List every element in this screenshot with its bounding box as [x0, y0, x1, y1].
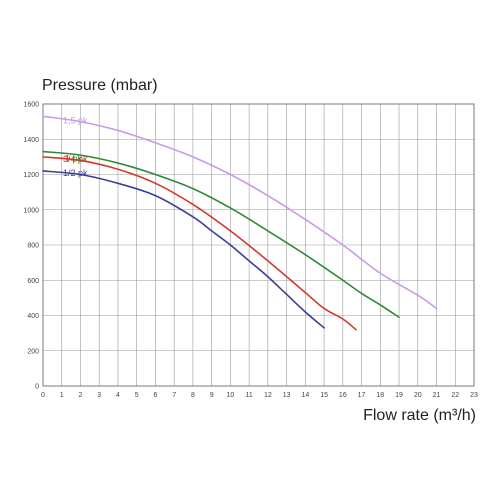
x-tick-label: 22 — [451, 392, 459, 399]
series-line-1 — [42, 150, 400, 319]
y-tick-label: 1200 — [23, 172, 39, 179]
series-label: 1,5 pk — [63, 115, 88, 125]
y-tick-label: 1000 — [23, 207, 39, 214]
y-tick-label: 400 — [27, 313, 39, 320]
series-line-2 — [42, 156, 357, 331]
x-tick-label: 23 — [470, 392, 478, 399]
y-tick-label: 1400 — [23, 137, 39, 144]
x-tick-label: 1 — [60, 392, 64, 399]
y-tick-label: 200 — [27, 348, 39, 355]
plot-frame — [42, 103, 475, 387]
x-tick-label: 10 — [226, 392, 234, 399]
series-label: 1 pk — [65, 154, 83, 164]
grid — [42, 103, 475, 387]
y-tick-label: 0 — [35, 384, 39, 391]
y-tick-label: 600 — [27, 278, 39, 285]
x-axis-title: Flow rate (m³/h) — [363, 407, 476, 424]
x-tick-label: 21 — [433, 392, 441, 399]
series-line-3 — [42, 170, 325, 329]
x-tick-label: 20 — [414, 392, 422, 399]
x-tick-label: 15 — [320, 392, 328, 399]
x-tick-label: 7 — [172, 392, 176, 399]
x-tick-label: 9 — [210, 392, 214, 399]
x-tick-label: 0 — [41, 392, 45, 399]
x-tick-label: 13 — [283, 392, 291, 399]
x-tick-label: 19 — [395, 392, 403, 399]
series-line-0 — [42, 115, 438, 310]
x-tick-label: 12 — [264, 392, 272, 399]
tick-labels: 0 1 2 3 4 5 6 7 8 9 10 11 12 13 14 15 16 17 18 19 20 21 22 2302… — [23, 102, 478, 400]
series-lines — [42, 115, 438, 331]
series-labels: 1,5 pk 1 pk3/4 pk 1/2 pk — [63, 115, 88, 178]
x-tick-label: 6 — [153, 392, 157, 399]
series-label: 3/4 pk — [63, 154, 88, 164]
x-tick-label: 14 — [301, 392, 309, 399]
y-tick-label: 800 — [27, 243, 39, 250]
x-tick-label: 16 — [339, 392, 347, 399]
y-tick-label: 1600 — [23, 102, 39, 109]
x-tick-label: 18 — [376, 392, 384, 399]
x-tick-label: 3 — [97, 392, 101, 399]
x-tick-label: 4 — [116, 392, 120, 399]
x-tick-label: 2 — [79, 392, 83, 399]
x-tick-label: 5 — [135, 392, 139, 399]
y-axis-title: Pressure (mbar) — [42, 77, 158, 94]
x-tick-label: 8 — [191, 392, 195, 399]
series-label: 1/2 pk — [63, 168, 88, 178]
x-tick-label: 11 — [245, 392, 252, 399]
x-tick-label: 17 — [358, 392, 366, 399]
